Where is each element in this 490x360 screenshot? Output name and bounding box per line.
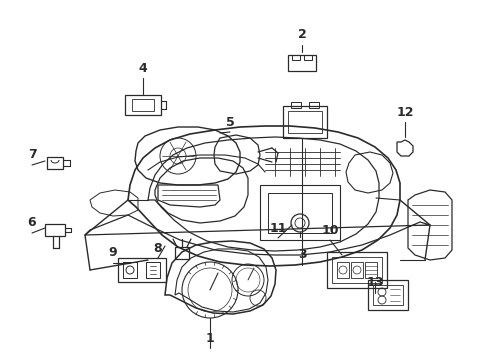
Text: 7: 7: [27, 148, 36, 162]
Bar: [365, 262, 377, 278]
Bar: [123, 262, 137, 278]
Text: 11: 11: [269, 221, 287, 234]
Bar: [268, 193, 332, 233]
Text: 5: 5: [225, 116, 234, 129]
Text: 12: 12: [396, 105, 414, 118]
Bar: [292, 55, 300, 60]
Text: 6: 6: [28, 216, 36, 230]
Text: 10: 10: [321, 224, 339, 237]
Text: 8: 8: [154, 242, 162, 255]
Text: 4: 4: [139, 62, 147, 75]
Text: 1: 1: [206, 332, 215, 345]
Bar: [309, 102, 319, 108]
Text: 3: 3: [298, 248, 306, 261]
Text: 9: 9: [109, 247, 117, 260]
Bar: [337, 262, 349, 278]
Text: 2: 2: [297, 28, 306, 41]
Text: 13: 13: [367, 276, 384, 289]
Bar: [132, 99, 154, 111]
Bar: [291, 102, 301, 108]
Bar: [351, 262, 363, 278]
Bar: [146, 262, 160, 278]
Bar: [304, 55, 312, 60]
